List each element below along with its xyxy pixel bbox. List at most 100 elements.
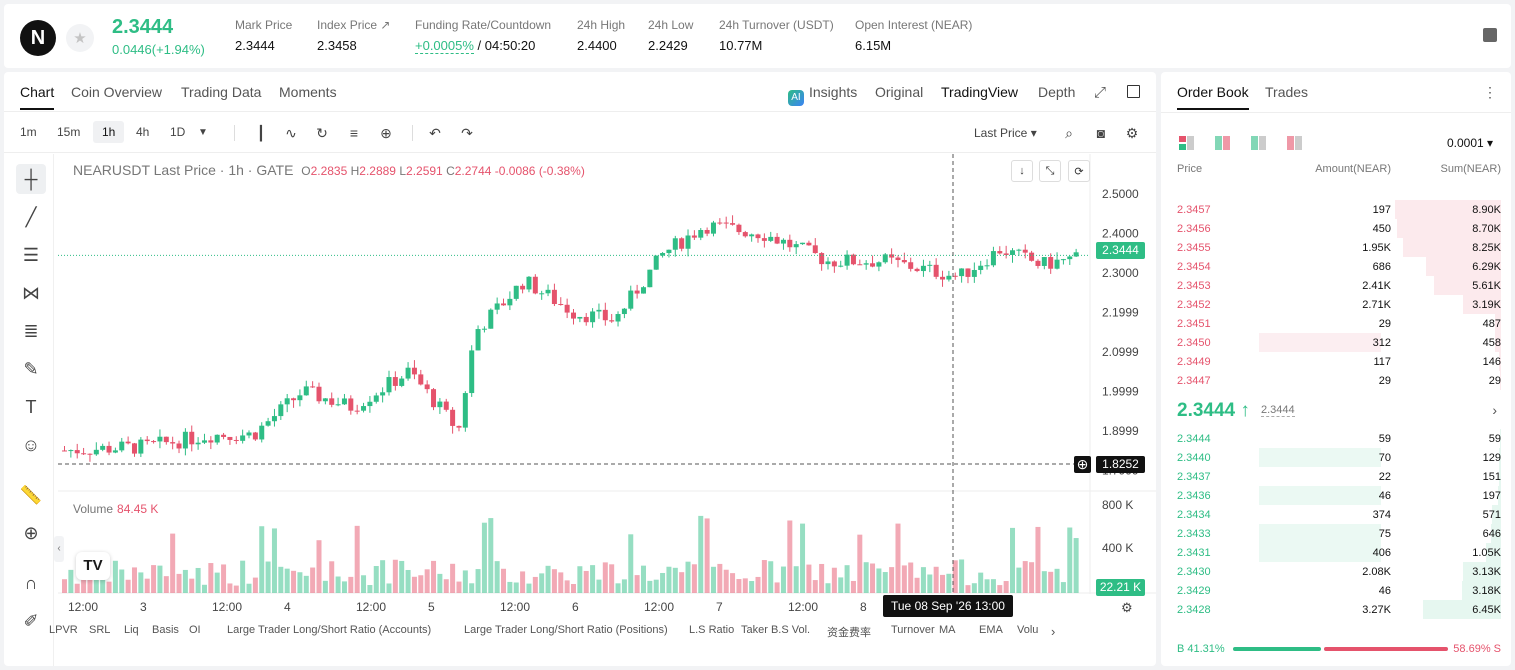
orderbook-row[interactable]: 2.3437 22 151 [1161,467,1511,486]
chart-settings-icon[interactable]: ⚙ [1121,600,1133,615]
indicator-tab[interactable]: LPVR [49,624,78,636]
hlines-icon[interactable]: ☰ [22,244,40,265]
undo-icon[interactable]: ↶ [429,125,441,141]
pencil-lock-icon[interactable]: ✐ [23,610,39,631]
orderbook-row[interactable]: 2.3430 2.08K 3.13K [1161,562,1511,581]
stat-funding[interactable]: Funding Rate/Countdown +0.0005% / 04:50:2… [415,18,552,54]
indicator-tab[interactable]: EMA [979,624,1003,636]
tf-15m[interactable]: 15m [57,125,81,139]
indicator-tab[interactable]: 资金费率 [827,627,871,639]
tab-chart[interactable]: Chart [20,84,55,110]
indicator-tab[interactable]: SRL [89,624,111,636]
gear-icon[interactable]: ⚙ [1125,125,1139,141]
orderbook-row[interactable]: 2.3440 70 129 [1161,448,1511,467]
star-icon[interactable]: ★ [66,24,94,52]
indicator-tab[interactable]: Large Trader Long/Short Ratio (Positions… [464,624,668,636]
pattern-icon[interactable]: ⋈ [22,282,40,303]
tf-4h[interactable]: 4h [136,125,150,139]
tab-order-book[interactable]: Order Book [1177,84,1249,110]
view-original[interactable]: Original [875,84,924,100]
collapse-icon[interactable]: ⤡ [1039,160,1061,182]
price-chart[interactable]: 2.5000 2.4000 2.3000 2.1999 2.0999 1.9999 1.89… [54,154,1156,666]
crosshair-icon[interactable]: ┼ [16,164,46,194]
refresh-icon[interactable]: ⟳ [1068,160,1090,182]
orderbook-row[interactable]: 2.3433 75 646 [1161,524,1511,543]
orderbook-row[interactable]: 2.3434 374 571 [1161,505,1511,524]
tf-1m[interactable]: 1m [20,125,37,139]
stat-index-price[interactable]: Index Price ↗ 2.3458 [317,18,391,53]
view-both-icon[interactable] [1179,136,1195,150]
tab-trading-data[interactable]: Trading Data [181,84,262,100]
text-icon[interactable]: T [25,396,37,417]
view-depth[interactable]: Depth [1038,84,1076,100]
tab-trades[interactable]: Trades [1265,84,1309,100]
arrow-down-icon[interactable]: ↓ [1011,160,1033,182]
volume-bar [507,581,513,593]
candle [876,261,882,272]
orderbook-row[interactable]: 2.3457 197 8.90K [1161,200,1511,219]
orderbook-row[interactable]: 2.3456 450 8.70K [1161,219,1511,238]
orderbook-row[interactable]: 2.3452 2.71K 3.19K [1161,295,1511,314]
orderbook-row[interactable]: 2.3428 3.27K 6.45K [1161,600,1511,619]
add-alert-icon[interactable]: ⊕ [1074,456,1091,473]
tab-coin-overview[interactable]: Coin Overview [71,84,163,100]
magnet-icon[interactable]: ∩ [24,572,38,593]
template-icon[interactable]: ≡ [349,125,359,141]
precision-select[interactable]: 0.0001 ▾ [1447,136,1494,150]
chevron-right-icon[interactable]: › [1051,624,1056,639]
candle [335,397,341,407]
chevron-right-icon[interactable]: › [1492,402,1497,418]
orderbook-row[interactable]: 2.3453 2.41K 5.61K [1161,276,1511,295]
indicator-tab[interactable]: Volu [1017,624,1039,636]
view-both-alt-icon[interactable] [1215,136,1231,150]
view-bids-icon[interactable] [1251,136,1267,150]
book-icon[interactable] [1483,28,1497,42]
view-asks-icon[interactable] [1287,136,1303,150]
orderbook-row[interactable]: 2.3455 1.95K 8.25K [1161,238,1511,257]
chevron-left-icon[interactable]: ‹ [54,536,64,562]
orderbook-row[interactable]: 2.3429 46 3.18K [1161,581,1511,600]
indicator-icon[interactable]: ∿ [285,125,297,141]
indicator-tab[interactable]: L.S Ratio [689,624,735,636]
expand-icon[interactable]: ⤢ [1094,84,1107,101]
view-tradingview[interactable]: TradingView [941,84,1019,100]
tf-1d[interactable]: 1D [170,125,186,139]
search-icon[interactable]: ⌕ [1065,125,1073,141]
orderbook-row[interactable]: 2.3450 312 458 [1161,333,1511,352]
window-icon[interactable] [1127,85,1140,98]
replay-icon[interactable]: ↻ [316,125,328,141]
camera-icon[interactable]: ◙ [1096,125,1106,141]
indicator-tab[interactable]: Liq [124,624,139,636]
tab-moments[interactable]: Moments [279,84,337,100]
indicator-tab[interactable]: MA [939,624,956,636]
volume-bar [564,580,570,593]
add-indicator-icon[interactable]: ⊕ [380,125,392,141]
indicator-tab[interactable]: Basis [152,624,179,636]
candle-type-icon[interactable]: ┃ [256,125,266,141]
tf-1h[interactable]: 1h [93,121,125,143]
indicator-tab[interactable]: Large Trader Long/Short Ratio (Accounts) [227,624,432,636]
tradingview-logo[interactable]: TV [76,552,110,580]
ruler-icon[interactable]: 📏 [19,484,43,505]
indicator-tab[interactable]: Turnover [891,624,935,636]
candle [144,436,150,445]
zoom-in-icon[interactable]: ⊕ [23,522,39,543]
more-icon[interactable]: ⋮ [1483,84,1497,100]
orderbook-row[interactable]: 2.3454 686 6.29K [1161,257,1511,276]
indicator-tab[interactable]: OI [189,624,201,636]
chevron-down-icon[interactable]: ▼ [198,127,208,138]
orderbook-row[interactable]: 2.3447 29 29 [1161,371,1511,390]
orderbook-row[interactable]: 2.3449 117 146 [1161,352,1511,371]
fib-icon[interactable]: ≣ [23,320,39,341]
insights-button[interactable]: AI Insights [788,84,857,106]
orderbook-row[interactable]: 2.3436 46 197 [1161,486,1511,505]
orderbook-row[interactable]: 2.3451 29 487 [1161,314,1511,333]
price-type-select[interactable]: Last Price ▾ [974,126,1037,140]
redo-icon[interactable]: ↷ [461,125,473,141]
orderbook-row[interactable]: 2.3431 406 1.05K [1161,543,1511,562]
brush-icon[interactable]: ✎ [23,358,39,379]
orderbook-row[interactable]: 2.3444 59 59 [1161,429,1511,448]
trendline-icon[interactable]: ╱ [25,206,37,227]
emoji-icon[interactable]: ☺ [21,434,41,455]
indicator-tab[interactable]: Taker B.S Vol. [741,624,811,636]
